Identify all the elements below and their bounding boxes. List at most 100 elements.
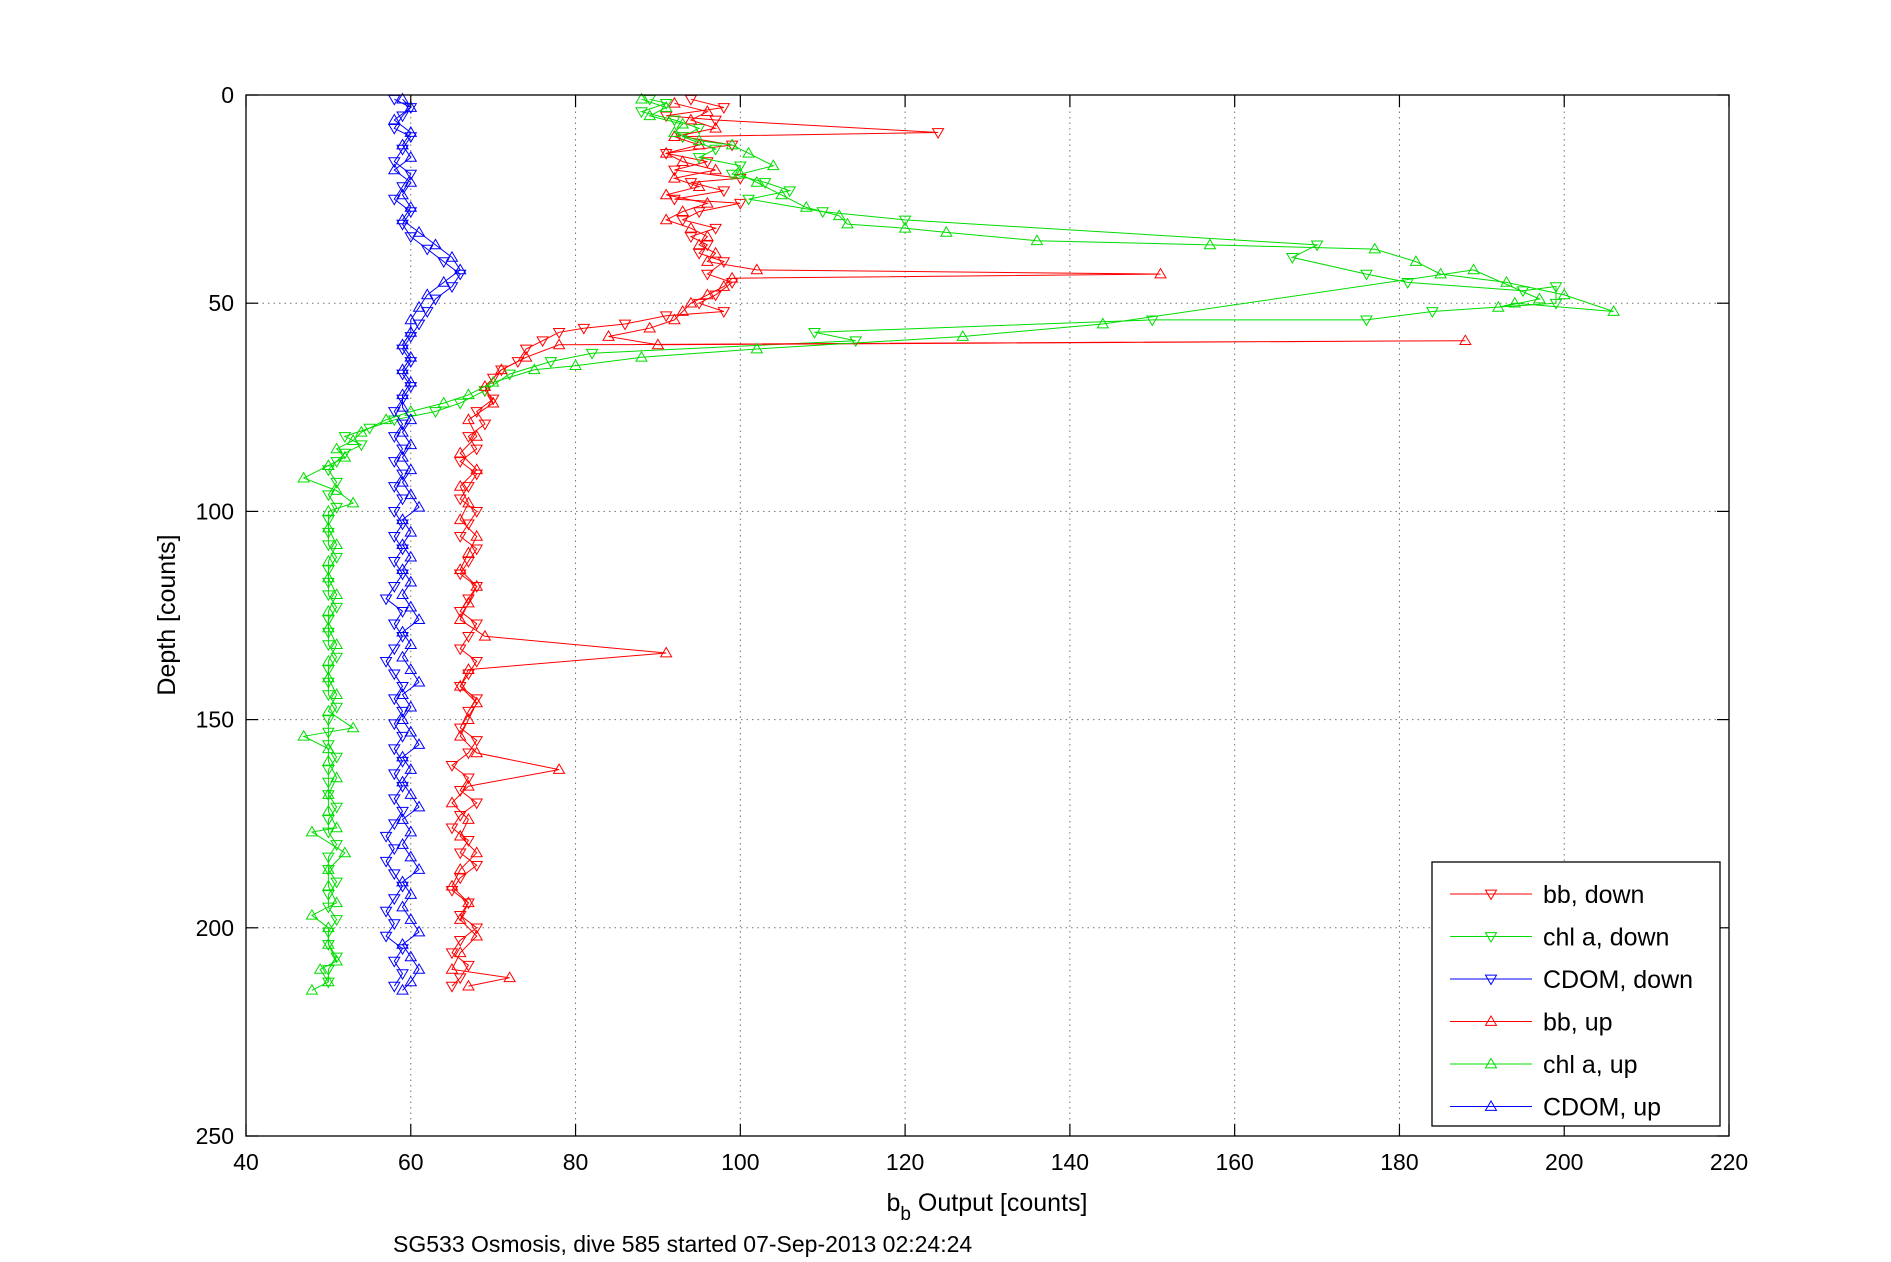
y-tick-label: 250	[196, 1123, 234, 1149]
data-point	[453, 513, 467, 525]
data-point	[322, 754, 335, 766]
data-point	[322, 540, 335, 552]
data-point	[297, 471, 311, 483]
data-point	[445, 981, 459, 993]
data-point	[659, 101, 673, 112]
data-point	[404, 550, 418, 562]
data-point	[445, 282, 459, 294]
data-point	[387, 582, 401, 593]
data-point	[725, 271, 739, 283]
data-point	[322, 777, 335, 789]
data-point	[322, 490, 335, 502]
data-point	[322, 852, 335, 864]
data-point	[322, 865, 335, 876]
x-tick-label: 200	[1545, 1149, 1583, 1175]
data-point	[387, 719, 401, 731]
data-point	[354, 440, 368, 452]
data-point	[404, 175, 418, 187]
data-point	[775, 188, 788, 200]
data-point	[387, 744, 401, 756]
x-tick-label: 220	[1710, 1149, 1748, 1175]
data-point	[503, 971, 517, 983]
data-point	[602, 330, 615, 341]
data-point	[462, 713, 475, 724]
data-point	[322, 621, 335, 633]
data-point	[396, 937, 409, 949]
data-point	[379, 656, 393, 668]
data-point	[453, 263, 467, 275]
data-point	[684, 221, 698, 233]
data-point	[387, 794, 401, 806]
data-point	[701, 288, 714, 300]
data-point	[931, 128, 945, 139]
data-point	[387, 157, 401, 169]
data-point	[453, 829, 467, 841]
data-point	[618, 319, 632, 331]
data-point	[470, 429, 484, 441]
data-point	[396, 588, 409, 600]
series-line	[451, 102, 1466, 987]
legend-label: CDOM, up	[1543, 1094, 1661, 1122]
data-point	[668, 165, 681, 177]
data-point	[1360, 315, 1373, 327]
data-point	[544, 357, 558, 368]
data-point	[453, 973, 467, 985]
figure-caption: SG533 Osmosis, dive 585 started 07-Sep-2…	[393, 1231, 972, 1257]
data-point	[354, 425, 368, 437]
data-point	[396, 688, 409, 699]
data-point	[363, 423, 376, 435]
data-point	[437, 396, 451, 408]
data-point	[396, 111, 409, 123]
data-point	[742, 146, 755, 158]
data-point	[758, 178, 772, 189]
data-point	[404, 975, 418, 987]
data-point	[396, 469, 409, 481]
data-point	[322, 715, 335, 727]
data-point	[322, 604, 335, 616]
data-point	[396, 775, 409, 787]
data-point	[396, 806, 409, 818]
data-point	[445, 823, 459, 835]
data-point	[404, 663, 418, 674]
data-point	[396, 731, 409, 743]
data-point	[462, 748, 475, 760]
data-point	[470, 619, 484, 631]
data-point	[692, 180, 706, 191]
data-point	[453, 910, 467, 922]
data-point	[1285, 253, 1299, 264]
data-point	[412, 225, 426, 237]
data-point	[338, 432, 352, 443]
data-point	[412, 319, 426, 331]
data-point	[322, 827, 335, 839]
data-point	[330, 484, 344, 495]
data-point	[322, 742, 335, 754]
data-point	[404, 488, 418, 500]
data-point	[429, 407, 442, 418]
data-point	[404, 350, 418, 362]
data-point	[717, 103, 731, 114]
data-point	[1458, 334, 1472, 346]
data-point	[322, 690, 335, 702]
data-point	[701, 230, 714, 241]
data-point	[709, 121, 722, 133]
data-point	[387, 482, 401, 493]
data-point	[420, 307, 434, 319]
data-point	[404, 438, 418, 450]
data-point	[701, 196, 714, 208]
data-point	[338, 450, 352, 462]
data-point	[412, 738, 426, 749]
data-point	[462, 546, 475, 558]
data-point	[453, 613, 467, 625]
legend-box	[1431, 861, 1721, 1127]
data-point	[478, 629, 492, 641]
x-tick-label: 40	[233, 1149, 259, 1175]
data-point	[1368, 242, 1382, 254]
data-point	[322, 671, 335, 683]
data-point	[322, 459, 335, 470]
data-point	[470, 582, 484, 593]
data-point	[387, 819, 401, 831]
data-point	[322, 879, 335, 891]
data-point	[330, 588, 344, 600]
data-point	[1557, 288, 1571, 300]
data-point	[330, 771, 344, 783]
